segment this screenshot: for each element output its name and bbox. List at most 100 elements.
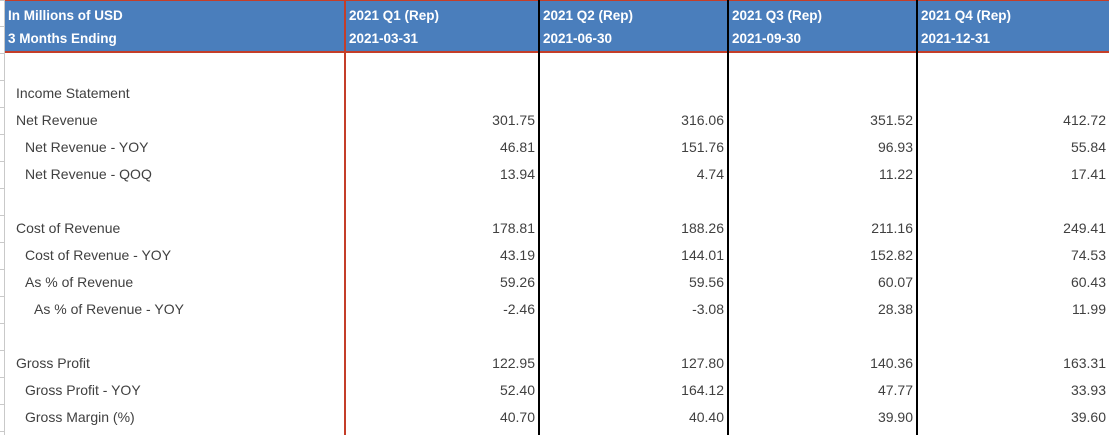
- value-cell[interactable]: 40.70: [499, 409, 535, 425]
- value-cell[interactable]: 13.94: [499, 166, 535, 182]
- column-divider-accent: [344, 0, 346, 435]
- header-col-q1[interactable]: 2021 Q1 (Rep) 2021-03-31: [344, 1, 538, 51]
- gridline-tick: [0, 377, 4, 378]
- value-cell[interactable]: 60.43: [1070, 274, 1106, 290]
- value-cell[interactable]: 28.38: [877, 301, 913, 317]
- value-cell[interactable]: 140.36: [870, 355, 913, 371]
- gridline-tick: [0, 215, 4, 216]
- value-cell: [538, 80, 727, 107]
- row-label[interactable]: Cost of Revenue: [16, 220, 121, 236]
- row-label[interactable]: Net Revenue: [16, 112, 98, 128]
- value-cell[interactable]: 144.01: [681, 247, 724, 263]
- table-header: In Millions of USD 3 Months Ending 2021 …: [5, 0, 1109, 53]
- value-cell[interactable]: 351.52: [870, 112, 913, 128]
- value-cell: [538, 188, 727, 215]
- section-row: Income Statement: [5, 80, 1109, 107]
- table-row: Gross Margin (%) 40.70 40.40 39.90 39.60: [5, 404, 1109, 431]
- row-label: [5, 323, 344, 350]
- value-cell[interactable]: 211.16: [871, 220, 913, 236]
- value-cell[interactable]: 43.19: [499, 247, 535, 263]
- row-label[interactable]: Net Revenue - QOQ: [25, 166, 152, 182]
- value-cell[interactable]: 40.40: [688, 409, 724, 425]
- value-cell[interactable]: 96.93: [877, 139, 913, 155]
- value-cell: [727, 188, 916, 215]
- spacer-row: [5, 188, 1109, 215]
- value-cell[interactable]: 412.72: [1063, 112, 1106, 128]
- gridline-tick: [0, 26, 4, 27]
- row-label[interactable]: Income Statement: [16, 85, 130, 101]
- header-col-q3[interactable]: 2021 Q3 (Rep) 2021-09-30: [727, 1, 916, 51]
- value-cell[interactable]: 178.81: [492, 220, 535, 236]
- table-row: As % of Revenue 59.26 59.56 60.07 60.43: [5, 269, 1109, 296]
- table-row: Gross Profit 122.95 127.80 140.36 163.31: [5, 350, 1109, 377]
- gridline-tick: [0, 242, 4, 243]
- gridline-tick: [0, 0, 4, 1]
- value-cell[interactable]: 301.75: [492, 112, 535, 128]
- value-cell[interactable]: 33.93: [1070, 382, 1106, 398]
- value-cell[interactable]: 59.26: [499, 274, 535, 290]
- gridline-tick: [0, 323, 4, 324]
- row-label[interactable]: Cost of Revenue - YOY: [25, 247, 172, 263]
- value-cell[interactable]: 188.26: [681, 220, 724, 236]
- value-cell[interactable]: 47.77: [877, 382, 913, 398]
- value-cell: [344, 80, 538, 107]
- value-cell[interactable]: 164.12: [681, 382, 724, 398]
- value-cell[interactable]: 17.41: [1070, 166, 1106, 182]
- value-cell[interactable]: 39.90: [877, 409, 913, 425]
- row-label[interactable]: As % of Revenue - YOY: [34, 301, 184, 317]
- header-row-label-cell[interactable]: In Millions of USD 3 Months Ending: [5, 1, 344, 51]
- table-row: Net Revenue - YOY 46.81 151.76 96.93 55.84: [5, 134, 1109, 161]
- row-label[interactable]: Net Revenue - YOY: [25, 139, 149, 155]
- value-cell[interactable]: 122.95: [492, 355, 535, 371]
- column-divider-q2-q3: [727, 0, 729, 435]
- value-cell[interactable]: 151.76: [681, 139, 724, 155]
- row-label[interactable]: As % of Revenue: [25, 274, 134, 290]
- quarter-label: 2021 Q2 (Rep): [543, 8, 634, 23]
- table-row: Cost of Revenue - YOY 43.19 144.01 152.82 74…: [5, 242, 1109, 269]
- value-cell: [344, 188, 538, 215]
- quarter-end-date: 2021-12-31: [921, 31, 991, 46]
- quarter-end-date: 2021-03-31: [349, 31, 419, 46]
- value-cell[interactable]: 60.07: [877, 274, 913, 290]
- value-cell[interactable]: 39.60: [1070, 409, 1106, 425]
- value-cell[interactable]: -3.08: [692, 301, 724, 317]
- value-cell[interactable]: 4.74: [696, 166, 724, 182]
- spacer-row: [5, 323, 1109, 350]
- header-col-q4[interactable]: 2021 Q4 (Rep) 2021-12-31: [916, 1, 1109, 51]
- value-cell[interactable]: 59.56: [688, 274, 724, 290]
- table-row: Net Revenue 301.75 316.06 351.52 412.72: [5, 107, 1109, 134]
- row-label: [5, 188, 344, 215]
- value-cell[interactable]: 127.80: [681, 355, 724, 371]
- quarter-end-date: 2021-06-30: [543, 31, 613, 46]
- row-label[interactable]: Gross Profit - YOY: [25, 382, 141, 398]
- header-col-q2[interactable]: 2021 Q2 (Rep) 2021-06-30: [538, 1, 727, 51]
- gridline-tick: [0, 269, 4, 270]
- value-cell[interactable]: 249.41: [1063, 220, 1106, 236]
- value-cell[interactable]: 46.81: [499, 139, 535, 155]
- table-row: Net Revenue - QOQ 13.94 4.74 11.22 17.41: [5, 161, 1109, 188]
- value-cell[interactable]: -2.46: [503, 301, 535, 317]
- value-cell[interactable]: 163.31: [1063, 355, 1106, 371]
- row-label[interactable]: Gross Profit: [16, 355, 90, 371]
- value-cell[interactable]: 52.40: [499, 382, 535, 398]
- quarter-end-date: 2021-09-30: [732, 31, 802, 46]
- value-cell[interactable]: 11.99: [1072, 301, 1106, 317]
- row-label[interactable]: Gross Margin (%): [25, 409, 135, 425]
- gridline-tick: [0, 431, 4, 432]
- value-cell: [727, 80, 916, 107]
- gridline-tick: [0, 296, 4, 297]
- table-row: Cost of Revenue 178.81 188.26 211.16 249.41: [5, 215, 1109, 242]
- value-cell[interactable]: 74.53: [1070, 247, 1106, 263]
- column-divider-q1-q2: [538, 0, 540, 435]
- value-cell[interactable]: 55.84: [1070, 139, 1106, 155]
- value-cell[interactable]: 152.82: [870, 247, 913, 263]
- column-divider-q3-q4: [916, 0, 918, 435]
- table-row: As % of Revenue - YOY -2.46 -3.08 28.38 11.9…: [5, 296, 1109, 323]
- gridline-tick: [0, 350, 4, 351]
- row-gridline-strip: [0, 0, 5, 435]
- value-cell[interactable]: 316.06: [681, 112, 724, 128]
- value-cell: [916, 80, 1109, 107]
- table-row: Gross Profit - YOY 52.40 164.12 47.77 33.93: [5, 377, 1109, 404]
- units-label: In Millions of USD: [8, 8, 123, 23]
- value-cell[interactable]: 11.22: [879, 166, 913, 182]
